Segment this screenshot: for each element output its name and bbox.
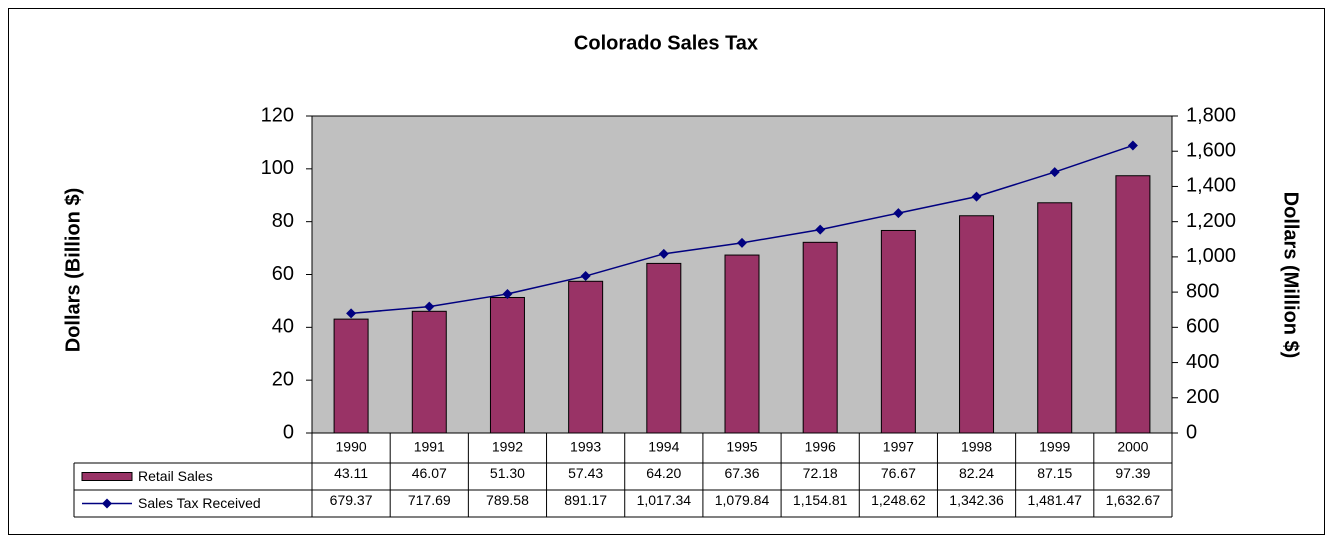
marker <box>1127 140 1138 151</box>
x-tick-label: 1993 <box>570 439 601 455</box>
data-label: 82.24 <box>959 465 994 481</box>
y-axis-label: Dollars (Billion $) <box>62 188 84 352</box>
y-tick-label: 60 <box>272 263 294 285</box>
bar <box>959 215 995 434</box>
legend-label: Sales Tax Received <box>138 495 261 511</box>
x-tick-label: 1994 <box>648 439 679 455</box>
data-label: 97.39 <box>1115 465 1150 481</box>
bar <box>568 280 604 434</box>
marker <box>658 248 669 259</box>
data-label: 1,017.34 <box>637 492 692 508</box>
y2-tick-label: 0 <box>1186 421 1197 443</box>
bar <box>1115 175 1151 434</box>
x-tick-label: 1991 <box>414 439 445 455</box>
data-label: 1,342.36 <box>949 492 1004 508</box>
marker <box>737 237 747 248</box>
data-label: 1,154.81 <box>793 492 848 508</box>
y-tick-label: 100 <box>261 157 294 179</box>
plot-border <box>311 115 1173 434</box>
marker <box>815 224 826 235</box>
data-label: 679.37 <box>330 492 373 508</box>
y2-tick-label: 1,200 <box>1186 210 1236 232</box>
data-label: 43.11 <box>334 465 368 481</box>
x-tick-label: 2000 <box>1117 439 1148 455</box>
y2-tick-label: 400 <box>1186 351 1219 373</box>
marker <box>502 288 513 299</box>
y-tick-label: 0 <box>283 421 294 443</box>
bar <box>802 241 838 434</box>
legend-marker <box>102 498 112 509</box>
y2-tick-label: 200 <box>1186 386 1219 408</box>
x-tick-label: 1995 <box>726 439 757 455</box>
y2-tick-label: 600 <box>1186 316 1219 338</box>
data-label: 46.07 <box>412 465 447 481</box>
x-tick-label: 1992 <box>492 439 523 455</box>
data-label: 72.18 <box>803 465 838 481</box>
x-tick-label: 1997 <box>883 439 914 455</box>
data-label: 891.17 <box>564 492 607 508</box>
bar <box>724 254 760 434</box>
marker <box>971 191 982 202</box>
bar <box>489 296 525 434</box>
data-label: 51.30 <box>490 465 525 481</box>
x-tick-label: 1999 <box>1039 439 1070 455</box>
legend-swatch <box>81 472 133 481</box>
data-label: 717.69 <box>408 492 451 508</box>
data-label: 1,248.62 <box>871 492 926 508</box>
data-label: 67.36 <box>724 465 759 481</box>
bar <box>1037 202 1073 434</box>
y2-tick-label: 1,600 <box>1186 140 1236 162</box>
marker <box>893 208 904 219</box>
y2-tick-label: 1,000 <box>1186 245 1236 267</box>
legend-label: Retail Sales <box>138 468 213 484</box>
data-label: 1,079.84 <box>715 492 770 508</box>
bar <box>646 262 682 434</box>
bar <box>880 229 916 434</box>
y-tick-label: 20 <box>272 368 294 390</box>
marker <box>1049 167 1060 178</box>
data-label: 57.43 <box>568 465 603 481</box>
x-tick-label: 1998 <box>961 439 992 455</box>
bar <box>333 318 369 434</box>
y-tick-label: 80 <box>272 210 294 232</box>
data-label: 1,481.47 <box>1027 492 1082 508</box>
data-label: 789.58 <box>486 492 529 508</box>
y-tick-label: 120 <box>261 104 294 126</box>
data-label: 87.15 <box>1037 465 1072 481</box>
marker <box>346 308 357 319</box>
data-label: 64.20 <box>646 465 681 481</box>
data-label: 76.67 <box>881 465 916 481</box>
y2-tick-label: 1,400 <box>1186 175 1236 197</box>
data-label: 1,632.67 <box>1106 492 1161 508</box>
y2-tick-label: 800 <box>1186 280 1219 302</box>
y2-tick-label: 1,800 <box>1186 104 1236 126</box>
chart-title: Colorado Sales Tax <box>574 32 758 54</box>
bar <box>411 310 447 434</box>
y2-axis-label: Dollars (Million $) <box>1280 192 1302 359</box>
marker <box>424 301 435 312</box>
marker <box>580 271 591 282</box>
x-tick-label: 1990 <box>336 439 367 455</box>
x-tick-label: 1996 <box>805 439 836 455</box>
y-tick-label: 40 <box>272 316 294 338</box>
